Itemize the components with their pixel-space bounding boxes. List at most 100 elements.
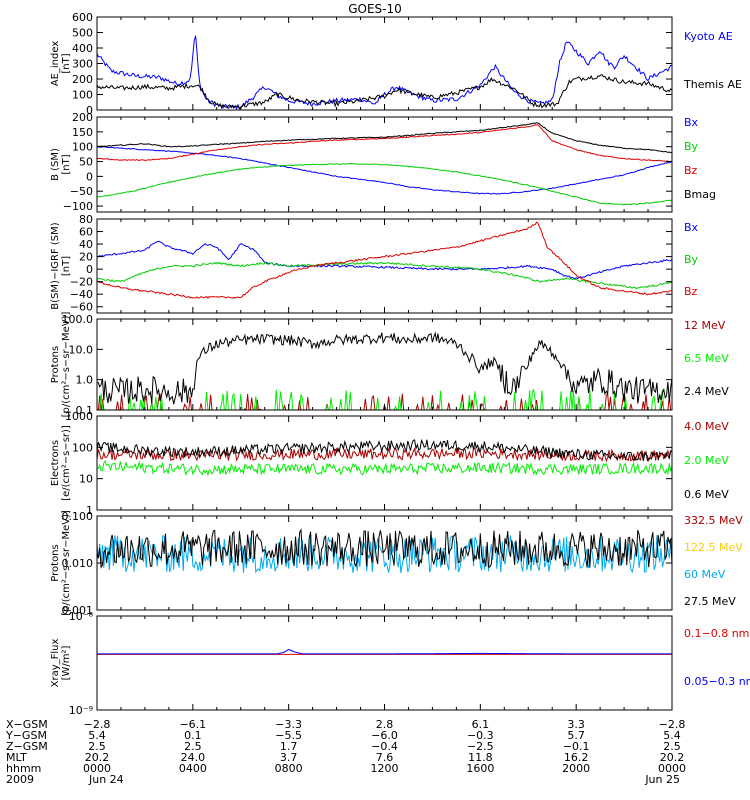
xaxis-value: 20.2 (660, 751, 685, 764)
y-tick-label: 1 (86, 504, 93, 517)
panel-frame (96, 615, 673, 711)
y-tick-label: 100 (72, 441, 93, 454)
panel-2-series (97, 122, 672, 206)
y-tick-label: 100 (72, 141, 93, 154)
y-tick-label: 0.100 (62, 510, 94, 523)
xaxis-value: −3.3 (275, 718, 302, 731)
xaxis-value: 0000 (83, 762, 111, 775)
y-axis-label: B(SM)−IGRF (SM) (50, 222, 61, 309)
xaxis-value: 2000 (562, 762, 590, 775)
legend-label: 6.5 MeV (684, 352, 729, 365)
series-line-0-05-0-3-nm (97, 648, 672, 655)
legend-label: Bmag (684, 188, 716, 201)
xaxis-row-label: X−GSM (6, 718, 48, 731)
xaxis-value: 3.7 (280, 751, 298, 764)
y-tick-label: 10 (79, 473, 93, 486)
y-tick-label: 10⁻⁸ (69, 610, 94, 623)
xaxis-value: −2.8 (84, 718, 111, 731)
xaxis-value: 0000 (658, 762, 686, 775)
panel-6: 0.001 0.010 0.100 Protons [p/(cm²−s−sr−MeV)]… (50, 510, 743, 617)
y-axis-label: AE_index (50, 41, 61, 87)
xaxis-value: 0.1 (184, 729, 202, 742)
xaxis-value: 1200 (371, 762, 399, 775)
xaxis-value: Jun 24 (88, 773, 124, 786)
legend-label: 27.5 MeV (684, 595, 736, 608)
panel-3-series (97, 221, 672, 300)
series-line-2-4-mev (97, 331, 672, 405)
panel-4: 0.1 1.0 10.0 100.0 Protons [p/(cm²−s−sr−MeV)]… (50, 311, 729, 417)
xaxis-value: 6.1 (472, 718, 490, 731)
series-line-27-5-mev (97, 527, 672, 569)
series-line-kyoto-ae (97, 35, 672, 110)
xaxis-value: 2.5 (88, 740, 106, 753)
legend-label: 2.0 MeV (684, 454, 729, 467)
series-line-0-6-mev (97, 438, 672, 462)
y-tick-label: 300 (72, 58, 93, 71)
series-line-bz (97, 124, 672, 163)
series-line-bx (97, 145, 672, 195)
y-tick-label: 200 (72, 111, 93, 124)
panel-2: −100 −50 050 100 150 200 B (SM) [nT] Bx By Bz Bmag (50, 111, 716, 213)
panel-7: 10⁻⁹ 10⁻⁸ Xray_Flux [W/m²] 0.1−0.8 nm 0.05−0.… (50, 610, 750, 717)
xaxis-value: −0.1 (563, 740, 590, 753)
xaxis-table: X−GSM −2.8 −6.1 −3.3 2.8 6.1 3.3 −2.8 Y−GSM 5.4 0.… (5, 718, 686, 786)
y-axis-label: [nT] (61, 256, 72, 276)
series-line-by (97, 162, 672, 206)
xaxis-value: −5.5 (275, 729, 302, 742)
y-tick-label: 20 (79, 251, 93, 264)
y-tick-label: −40 (70, 288, 93, 301)
series-line-by (97, 261, 672, 290)
xaxis-value: −6.0 (371, 729, 398, 742)
y-tick-label: −60 (70, 301, 93, 314)
legend-label: Kyoto AE (684, 30, 733, 43)
panel-1: 0 100 200 300 400 500 600 AE_index [nT] Kyoto AE T… (50, 11, 742, 117)
xaxis-value: −6.1 (179, 718, 206, 731)
legend-label: 4.0 MeV (684, 420, 729, 433)
xaxis-value: −2.8 (659, 718, 686, 731)
xaxis-value: 1.7 (280, 740, 298, 753)
y-tick-label: 0.1 (76, 404, 94, 417)
y-tick-label: 10.0 (69, 343, 94, 356)
legend-label: 122.5 MeV (684, 541, 743, 554)
xaxis-row-label: Z−GSM (6, 740, 48, 753)
plot-title: GOES-10 (348, 2, 402, 16)
xaxis-value: 3.3 (567, 718, 585, 731)
legend-label: 332.5 MeV (684, 514, 743, 527)
y-axis-label: Protons (50, 544, 61, 581)
legend-label: 0.6 MeV (684, 488, 729, 501)
series-line-themis-ae (97, 74, 672, 110)
y-tick-label: 1000 (65, 410, 93, 423)
panel-frame (96, 16, 673, 111)
xaxis-row-label: hhmm (6, 762, 41, 775)
y-axis-label: [p/(cm²−s−sr−MeV)] (61, 510, 72, 616)
xaxis-value: 0400 (179, 762, 207, 775)
y-tick-label: 400 (72, 42, 93, 55)
legend-label: Bz (684, 164, 698, 177)
panel-5: 1 10 100 1000 Electrons [e/(cm²−s−sr)] 4.0 MeV… (50, 410, 729, 517)
panel-7-series (97, 648, 672, 655)
panel-5-series (97, 438, 672, 477)
xaxis-value: 5.7 (567, 729, 585, 742)
xaxis-value: 11.8 (468, 751, 493, 764)
series-line-bx (97, 240, 672, 280)
xaxis-value: 2.8 (376, 718, 394, 731)
legend-label: Themis AE (683, 78, 742, 91)
series-line-2-0-mev (97, 460, 672, 477)
xaxis-value: 1600 (466, 762, 494, 775)
xaxis-value: 7.6 (376, 751, 394, 764)
xaxis-value: 2.5 (663, 740, 681, 753)
y-tick-label: 100 (72, 89, 93, 102)
panel-6-series (97, 527, 672, 574)
series-line-60-mev (97, 534, 672, 574)
y-axis-label: [nT] (61, 53, 72, 73)
panel-frame (96, 318, 673, 411)
legend-label: 0.05−0.3 nm (684, 675, 750, 688)
y-axis-label: [nT] (61, 154, 72, 174)
y-axis-label: Electrons (50, 440, 61, 486)
panel-frame (96, 415, 673, 511)
series-line-bmag (97, 122, 672, 154)
y-tick-label: 200 (72, 73, 93, 86)
xaxis-value: Jun 25 (644, 773, 680, 786)
